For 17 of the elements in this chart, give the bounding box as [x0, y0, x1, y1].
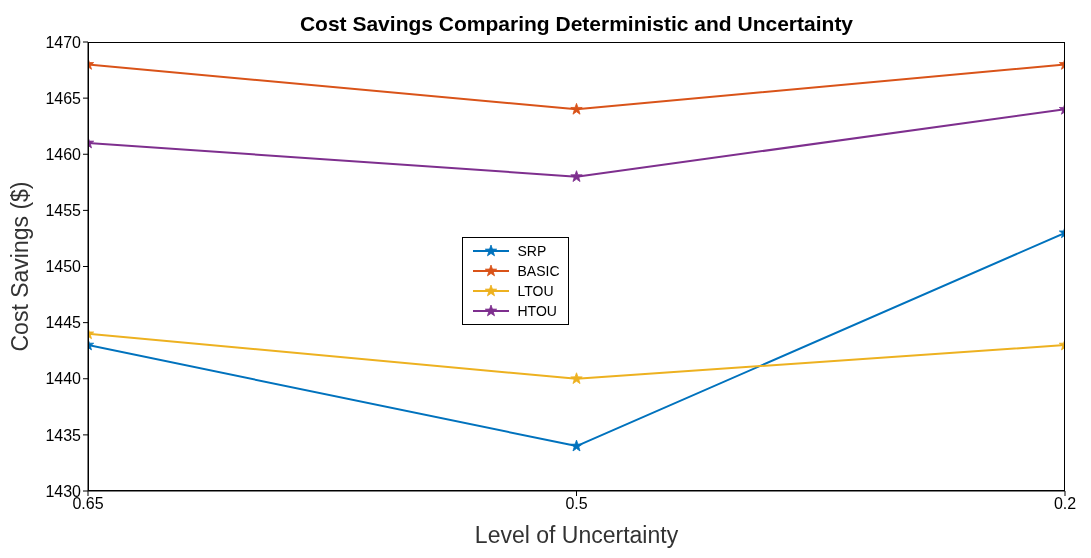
- y-tick-label: 1435: [45, 426, 82, 444]
- y-tick-label: 1465: [45, 89, 82, 107]
- chart-title: Cost Savings Comparing Deterministic and Uncertainty: [298, 12, 855, 36]
- y-tick-label: 1445: [45, 314, 82, 332]
- y-tick-label: 1440: [45, 370, 82, 388]
- legend-label: BASIC: [517, 262, 560, 279]
- legend-label: LTOU: [517, 282, 554, 299]
- x-tick-label: 0.2: [1053, 495, 1077, 513]
- y-axis-title: Cost Savings ($): [7, 181, 34, 352]
- y-tick-label: 1460: [45, 145, 82, 163]
- y-tick-label: 1470: [45, 33, 82, 51]
- legend-label: HTOU: [517, 302, 557, 319]
- y-tick-label: 1455: [45, 202, 82, 220]
- legend-label: SRP: [517, 242, 547, 259]
- y-tick-label: 1450: [45, 258, 82, 276]
- x-axis-title: Level of Uncertainty: [474, 522, 679, 548]
- x-tick-label: 0.5: [565, 495, 588, 513]
